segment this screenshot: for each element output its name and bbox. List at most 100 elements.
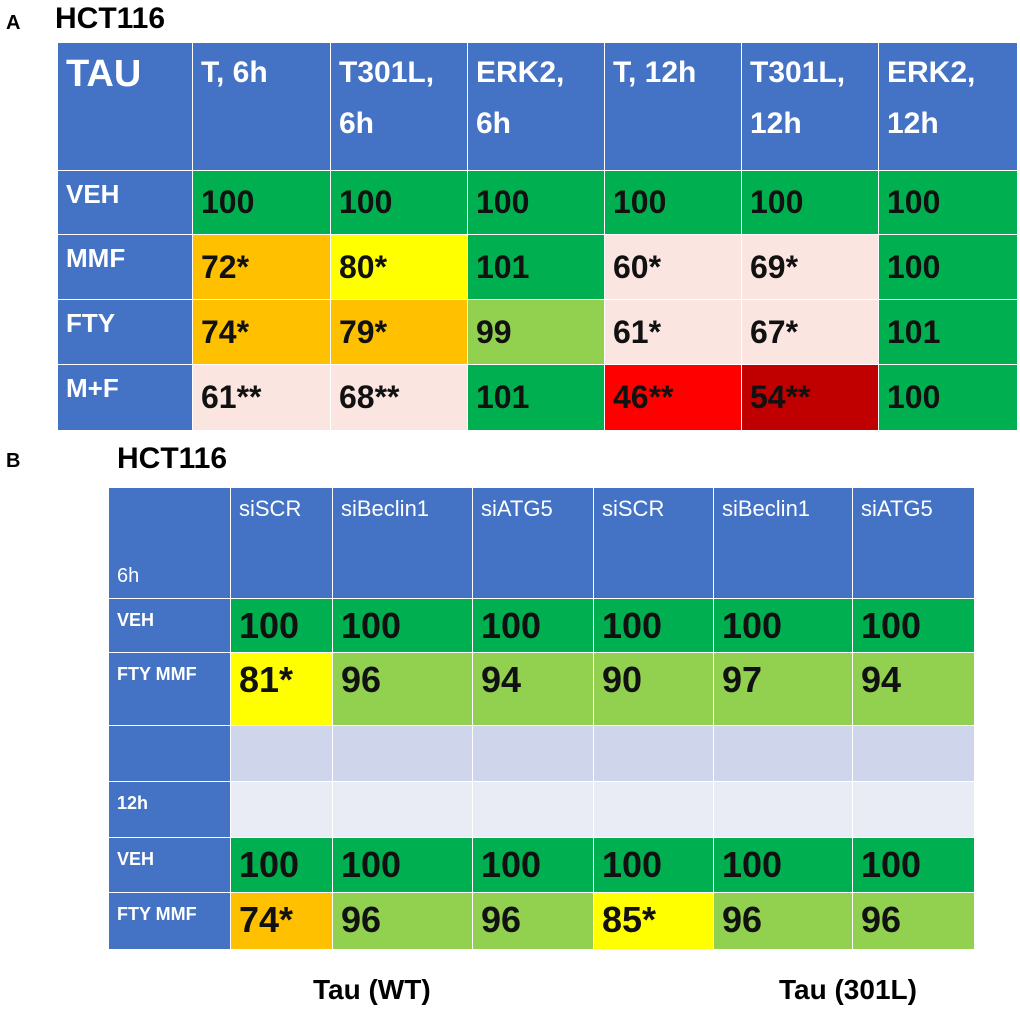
panel-b-column-header: siATG5 (472, 487, 594, 599)
panel-a-header-row: TAU T, 6h T301L, 6h ERK2, 6h T, 12h T301L, 12… (57, 42, 1018, 171)
panel-b-row-label: 12h (108, 781, 231, 838)
footer-label-tau-301l: Tau (301L) (779, 974, 917, 1005)
panel-a-table: TAU T, 6h T301L, 6h ERK2, 6h T, 12h T301L, 12… (57, 42, 1018, 431)
panel-a-value-cell: 100 (192, 170, 331, 235)
panel-b-table-row: VEH 100 100 100 100 100 100 (108, 598, 975, 653)
panel-b-title: HCT116 (117, 442, 228, 475)
panel-a-value-cell: 100 (467, 170, 605, 235)
panel-b-value-cell: 100 (332, 837, 473, 893)
panel-b-value-cell (852, 725, 975, 782)
panel-a-column-header: ERK2, 6h (467, 42, 605, 171)
panel-b-value-cell: 74* (230, 892, 333, 950)
panel-b-value-cell: 100 (332, 598, 473, 653)
panel-b-row-label: FTY MMF (108, 892, 231, 950)
panel-a-value-cell: 69* (741, 234, 879, 300)
panel-b-column-header: siATG5 (852, 487, 975, 599)
panel-b-corner-label: 6h (108, 487, 231, 599)
panel-a-row-label: VEH (57, 170, 193, 235)
panel-b-value-cell: 94 (852, 652, 975, 726)
panel-a-value-cell: 100 (604, 170, 742, 235)
panel-b-value-cell (713, 781, 853, 838)
panel-b-value-cell: 100 (472, 837, 594, 893)
panel-b-value-cell: 96 (852, 892, 975, 950)
panel-b-value-cell (472, 781, 594, 838)
panel-b-value-cell: 100 (593, 837, 714, 893)
panel-a-table-row: FTY 74* 79* 99 61* 67* 101 (57, 299, 1018, 365)
panel-b-value-cell: 96 (472, 892, 594, 950)
panel-a-value-cell: 101 (467, 234, 605, 300)
panel-b-value-cell: 94 (472, 652, 594, 726)
footer-label-tau-wt: Tau (WT) (313, 974, 431, 1005)
panel-b-table-row: FTY MMF 74* 96 96 85* 96 96 (108, 892, 975, 950)
panel-b-value-cell: 96 (332, 652, 473, 726)
panel-b-value-cell: 100 (713, 598, 853, 653)
panel-a-row-label: FTY (57, 299, 193, 365)
panel-b-value-cell: 100 (852, 598, 975, 653)
panel-a-title: HCT116 (55, 2, 166, 35)
panel-a-value-cell: 67* (741, 299, 879, 365)
panel-b-value-cell: 96 (332, 892, 473, 950)
panel-b-row-label (108, 725, 231, 782)
panel-b-value-cell (230, 725, 333, 782)
panel-a-value-cell: 101 (878, 299, 1018, 365)
panel-a-column-header: T, 12h (604, 42, 742, 171)
panel-a-value-cell: 54** (741, 364, 879, 431)
panel-a-row-label: M+F (57, 364, 193, 431)
panel-b-value-cell (593, 725, 714, 782)
panel-a-value-cell: 101 (467, 364, 605, 431)
panel-b-table: 6h siSCR siBeclin1 siATG5 siSCR siBeclin1 siAT… (108, 487, 975, 950)
panel-b-table-row (108, 725, 975, 782)
panel-b-row-label: FTY MMF (108, 652, 231, 726)
panel-a-value-cell: 68** (330, 364, 468, 431)
panel-a-table-row: M+F 61** 68** 101 46** 54** 100 (57, 364, 1018, 431)
panel-a-value-cell: 80* (330, 234, 468, 300)
panel-b-letter: B (6, 450, 21, 472)
panel-a-value-cell: 60* (604, 234, 742, 300)
panel-b-value-cell (332, 781, 473, 838)
panel-a-value-cell: 100 (741, 170, 879, 235)
panel-a-value-cell: 46** (604, 364, 742, 431)
panel-b-table-row: FTY MMF 81* 96 94 90 97 94 (108, 652, 975, 726)
panel-b-column-header: siBeclin1 (713, 487, 853, 599)
panel-a-value-cell: 100 (330, 170, 468, 235)
panel-b-row-label: VEH (108, 837, 231, 893)
panel-b-value-cell (472, 725, 594, 782)
panel-b-value-cell: 100 (593, 598, 714, 653)
panel-b-column-header: siBeclin1 (332, 487, 473, 599)
panel-a-column-header: T301L, 6h (330, 42, 468, 171)
panel-b-column-header: siSCR (593, 487, 714, 599)
panel-a-column-header: T301L, 12h (741, 42, 879, 171)
panel-a-value-cell: 61* (604, 299, 742, 365)
panel-b-value-cell: 100 (852, 837, 975, 893)
panel-b-header-row: 6h siSCR siBeclin1 siATG5 siSCR siBeclin1 siAT… (108, 487, 975, 599)
panel-a-value-cell: 100 (878, 170, 1018, 235)
panel-b-value-cell (230, 781, 333, 838)
panel-a-row-label: MMF (57, 234, 193, 300)
panel-a-value-cell: 100 (878, 364, 1018, 431)
panel-b-value-cell (593, 781, 714, 838)
panel-b-table-row: VEH 100 100 100 100 100 100 (108, 837, 975, 893)
panel-a-value-cell: 99 (467, 299, 605, 365)
panel-a-value-cell: 72* (192, 234, 331, 300)
panel-b-value-cell: 90 (593, 652, 714, 726)
panel-a-value-cell: 100 (878, 234, 1018, 300)
panel-b-row-label: VEH (108, 598, 231, 653)
panel-a-value-cell: 74* (192, 299, 331, 365)
panel-a-value-cell: 79* (330, 299, 468, 365)
panel-a-table-row: VEH 100 100 100 100 100 100 (57, 170, 1018, 235)
panel-a-value-cell: 61** (192, 364, 331, 431)
panel-b-value-cell: 96 (713, 892, 853, 950)
panel-b-value-cell: 100 (713, 837, 853, 893)
panel-b-value-cell: 85* (593, 892, 714, 950)
panel-b-table-row: 12h (108, 781, 975, 838)
panel-b-value-cell (332, 725, 473, 782)
panel-b-value-cell: 100 (230, 837, 333, 893)
panel-a-table-row: MMF 72* 80* 101 60* 69* 100 (57, 234, 1018, 300)
panel-a-letter: A (6, 12, 21, 34)
panel-b-column-header: siSCR (230, 487, 333, 599)
panel-b-value-cell: 100 (472, 598, 594, 653)
panel-b-value-cell (852, 781, 975, 838)
panel-b-value-cell: 97 (713, 652, 853, 726)
panel-b-value-cell: 100 (230, 598, 333, 653)
panel-a-column-header: ERK2, 12h (878, 42, 1018, 171)
